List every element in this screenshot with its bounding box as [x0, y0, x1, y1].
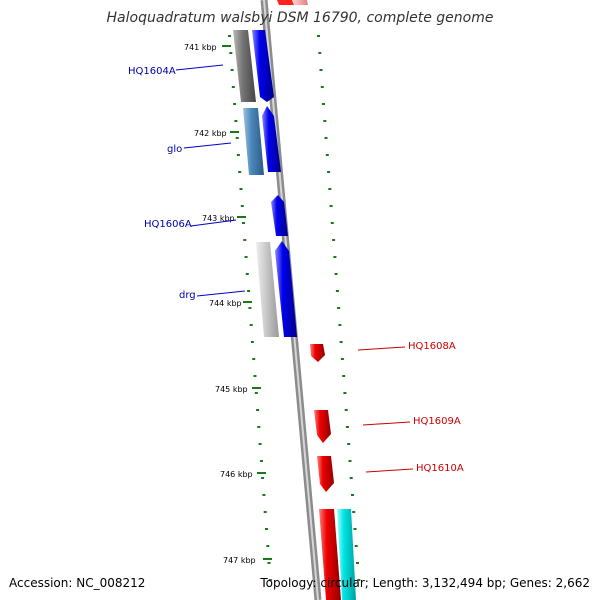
- gene-hq1604a[interactable]: [252, 30, 274, 102]
- tick-label-746: 746 kbp: [220, 470, 253, 479]
- tick-label-745: 745 kbp: [215, 385, 248, 394]
- leader-glo: [183, 142, 232, 149]
- accession-text: Accession: NC_008212: [9, 576, 146, 590]
- inner-features: [233, 30, 279, 337]
- reverse-genes: [277, 0, 356, 600]
- label-hq1606a[interactable]: HQ1606A: [144, 219, 192, 230]
- feature-drg-grey: [256, 242, 279, 337]
- gene-red-bottom: [319, 509, 341, 600]
- leader-drg: [196, 290, 246, 297]
- tick-label-741: 741 kbp: [184, 43, 217, 52]
- gene-drg[interactable]: [275, 241, 297, 337]
- forward-genes: [252, 30, 297, 337]
- leader-hq1610a: [365, 468, 414, 473]
- gene-glo[interactable]: [262, 106, 281, 172]
- tick-label-743: 743 kbp: [202, 214, 235, 223]
- gene-hq1610a[interactable]: [317, 456, 334, 492]
- leader-hq1609a: [362, 421, 411, 426]
- gene-hq1606a[interactable]: [271, 195, 288, 236]
- leader-hq1606a: [190, 219, 237, 227]
- leader-hq1604a: [175, 64, 224, 71]
- gene-top-pink: [277, 0, 294, 5]
- position-ticks: 741 kbp 742 kbp 743 kbp 744 kbp 745 kbp …: [184, 43, 272, 565]
- tick-label-742: 742 kbp: [194, 129, 227, 138]
- left-gene-labels: HQ1604A glo HQ1606A drg: [128, 64, 246, 301]
- label-drg[interactable]: drg: [179, 290, 196, 301]
- right-gene-labels: HQ1608A HQ1609A HQ1610A: [357, 341, 464, 474]
- outer-tick-ring: [317, 35, 361, 581]
- feature-hq1604a-grey: [233, 30, 256, 102]
- inner-tick-ring: [228, 35, 272, 581]
- leader-hq1608a: [357, 346, 406, 351]
- genome-summary: Topology: circular; Length: 3,132,494 bp…: [260, 576, 590, 590]
- label-hq1608a[interactable]: HQ1608A: [408, 341, 456, 352]
- gene-top-pink-light: [293, 0, 308, 5]
- label-glo[interactable]: glo: [167, 144, 182, 155]
- label-hq1609a[interactable]: HQ1609A: [413, 416, 461, 427]
- gene-hq1608a[interactable]: [310, 344, 325, 362]
- map-title: Haloquadratum walsbyi DSM 16790, complet…: [106, 10, 494, 26]
- feature-glo-steel: [243, 108, 264, 175]
- tick-label-744: 744 kbp: [209, 299, 242, 308]
- label-hq1610a[interactable]: HQ1610A: [416, 463, 464, 474]
- gene-cyan-bottom: [337, 509, 356, 600]
- tick-label-747: 747 kbp: [223, 556, 256, 565]
- label-hq1604a[interactable]: HQ1604A: [128, 66, 176, 77]
- gene-hq1609a[interactable]: [314, 410, 331, 443]
